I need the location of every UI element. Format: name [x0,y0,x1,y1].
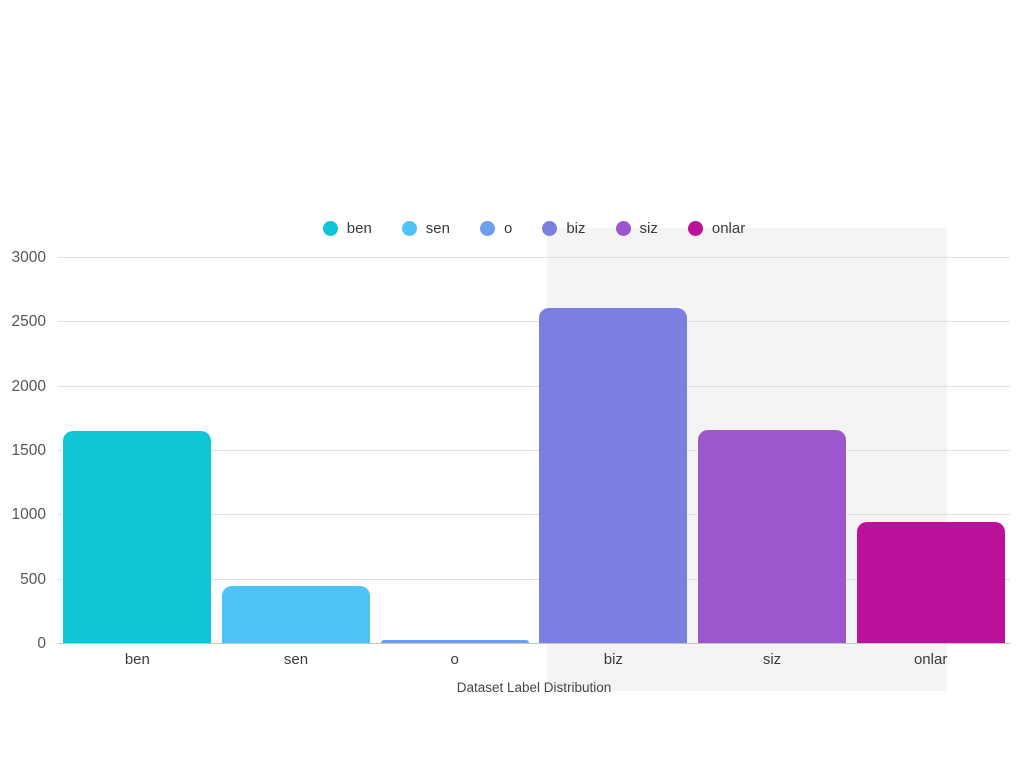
legend-label: onlar [711,219,746,237]
legend-item-biz[interactable]: biz [542,219,586,237]
legend-dot-biz [542,220,558,236]
x-tick-label-biz: biz [603,651,623,668]
legend-label: o [503,219,513,237]
legend: ben sen o biz siz onlar [58,216,1010,240]
legend-label: sen [425,219,450,237]
bar-onlar[interactable] [856,522,1005,643]
bar-sen[interactable] [222,586,370,643]
legend-item-o[interactable]: o [479,219,513,237]
y-tick-label-2500: 2500 [11,313,46,331]
legend-item-ben[interactable]: ben [322,219,372,237]
bar-biz[interactable] [539,308,688,643]
y-tick-label-3000: 3000 [11,249,46,266]
y-tick-label-0: 0 [37,635,46,652]
y-tick-label-2000: 2000 [11,377,46,395]
bar-siz[interactable] [698,430,846,643]
gridline-2500 [58,321,1010,323]
legend-item-siz[interactable]: siz [615,219,658,237]
x-tick-label-o: o [450,651,459,668]
legend-dot-sen [401,220,417,236]
legend-item-sen[interactable]: sen [401,219,450,237]
gridline-2000 [58,385,1010,387]
legend-dot-siz [615,220,631,236]
x-tick-label-siz: siz [762,651,782,668]
gridline-0 [58,643,1010,644]
y-tick-label-1000: 1000 [11,506,46,524]
plot-area: 0 500 1000 1500 2000 2500 3000 [12,250,1010,651]
legend-dot-o [479,220,495,236]
y-tick-label-500: 500 [20,570,46,588]
legend-item-onlar[interactable]: onlar [687,219,746,237]
legend-label: biz [566,219,586,237]
x-tick-label-sen: sen [283,651,309,668]
x-tick-label-onlar: onlar [913,651,948,668]
legend-dot-ben [322,220,338,236]
legend-dot-onlar [687,220,703,236]
y-tick-label-1500: 1500 [11,442,46,459]
bar-o[interactable] [380,640,529,643]
gridline-1000 [58,514,1010,516]
gridline-3000 [58,257,1010,258]
bar-ben[interactable] [63,430,212,643]
gridline-1500 [58,450,1010,451]
gridline-500 [58,578,1010,580]
x-tick-label-ben: ben [124,651,150,668]
legend-label: siz [639,219,658,237]
legend-label: ben [346,219,372,237]
chart-title: Dataset Label Distribution [456,680,612,695]
